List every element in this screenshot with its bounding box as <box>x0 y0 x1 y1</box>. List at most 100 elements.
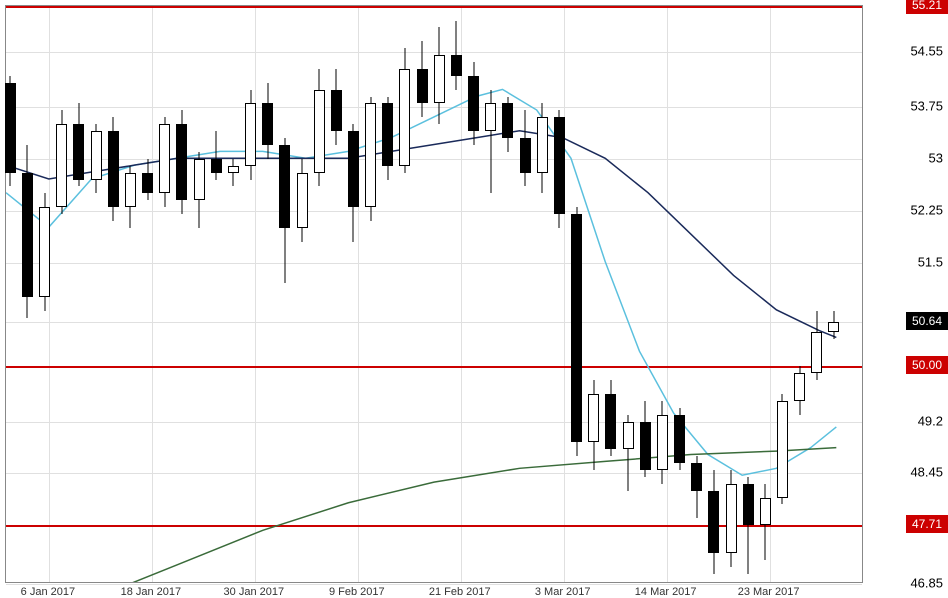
candle[interactable] <box>348 6 359 584</box>
candle-body <box>176 124 187 200</box>
y-tick-label: 53 <box>929 150 943 165</box>
candle[interactable] <box>176 6 187 584</box>
candle[interactable] <box>245 6 256 584</box>
candle[interactable] <box>297 6 308 584</box>
candle[interactable] <box>142 6 153 584</box>
candle[interactable] <box>434 6 445 584</box>
x-tick-label: 30 Jan 2017 <box>224 586 285 598</box>
candle[interactable] <box>56 6 67 584</box>
candle-body <box>331 90 342 131</box>
candle[interactable] <box>605 6 616 584</box>
candle[interactable] <box>623 6 634 584</box>
candle[interactable] <box>743 6 754 584</box>
candle[interactable] <box>91 6 102 584</box>
plot-area[interactable] <box>5 5 863 583</box>
candle[interactable] <box>657 6 668 584</box>
candle-body <box>262 103 273 144</box>
candle[interactable] <box>108 6 119 584</box>
candle[interactable] <box>279 6 290 584</box>
candle[interactable] <box>640 6 651 584</box>
candle-body <box>56 124 67 207</box>
x-axis: 6 Jan 201718 Jan 201730 Jan 20179 Feb 20… <box>5 578 863 593</box>
candle[interactable] <box>159 6 170 584</box>
x-tick-label: 3 Mar 2017 <box>535 586 591 598</box>
candle[interactable] <box>691 6 702 584</box>
candle[interactable] <box>485 6 496 584</box>
y-tick-label: 46.85 <box>910 576 943 591</box>
candle[interactable] <box>382 6 393 584</box>
candle-body <box>399 69 410 166</box>
candle[interactable] <box>125 6 136 584</box>
candle[interactable] <box>39 6 50 584</box>
price-level-label: 47.71 <box>906 515 948 533</box>
candle[interactable] <box>468 6 479 584</box>
candle[interactable] <box>520 6 531 584</box>
candle-body <box>520 138 531 173</box>
x-tick-label: 23 Mar 2017 <box>738 586 800 598</box>
candle-body <box>605 394 616 449</box>
candle[interactable] <box>417 6 428 584</box>
candle[interactable] <box>794 6 805 584</box>
candle[interactable] <box>571 6 582 584</box>
candle-body <box>502 103 513 138</box>
candle[interactable] <box>811 6 822 584</box>
candle[interactable] <box>399 6 410 584</box>
candle[interactable] <box>73 6 84 584</box>
candle[interactable] <box>726 6 737 584</box>
candle[interactable] <box>228 6 239 584</box>
candle[interactable] <box>554 6 565 584</box>
candle[interactable] <box>331 6 342 584</box>
candle-body <box>554 117 565 214</box>
candle-body <box>194 159 205 200</box>
candle[interactable] <box>262 6 273 584</box>
candle-body <box>382 103 393 165</box>
candle-body <box>39 207 50 297</box>
y-tick-label: 51.5 <box>918 254 943 269</box>
candle[interactable] <box>365 6 376 584</box>
candle[interactable] <box>211 6 222 584</box>
candle-body <box>811 332 822 373</box>
candle-body <box>91 131 102 179</box>
candle[interactable] <box>537 6 548 584</box>
candle-body <box>794 373 805 401</box>
candle[interactable] <box>451 6 462 584</box>
candle-body <box>468 76 479 131</box>
candle[interactable] <box>708 6 719 584</box>
candle[interactable] <box>22 6 33 584</box>
candle-body <box>657 415 668 470</box>
y-tick-label: 53.75 <box>910 98 943 113</box>
x-tick-label: 14 Mar 2017 <box>635 586 697 598</box>
candle-body <box>640 422 651 470</box>
candle[interactable] <box>194 6 205 584</box>
candle-body <box>828 322 839 332</box>
y-axis: 46.8547.7148.4549.25050.6451.552.255353.… <box>868 5 948 583</box>
candle[interactable] <box>760 6 771 584</box>
candle-body <box>417 69 428 104</box>
y-tick-label: 54.55 <box>910 43 943 58</box>
candle-body <box>743 484 754 525</box>
price-level-label: 50.00 <box>906 356 948 374</box>
candle[interactable] <box>502 6 513 584</box>
candle-body <box>674 415 685 463</box>
candle[interactable] <box>5 6 16 584</box>
candle[interactable] <box>674 6 685 584</box>
x-tick-label: 6 Jan 2017 <box>21 586 75 598</box>
current-price-label: 50.64 <box>906 312 948 330</box>
candle[interactable] <box>777 6 788 584</box>
candle-body <box>708 491 719 553</box>
candle-body <box>279 145 290 228</box>
candle[interactable] <box>828 6 839 584</box>
candle-body <box>348 131 359 207</box>
candle-body <box>691 463 702 491</box>
candle-body <box>623 422 634 450</box>
y-tick-label: 48.45 <box>910 465 943 480</box>
x-tick-label: 21 Feb 2017 <box>429 586 491 598</box>
candle-body <box>365 103 376 207</box>
candle[interactable] <box>588 6 599 584</box>
candle-body <box>314 90 325 173</box>
x-tick-label: 9 Feb 2017 <box>329 586 385 598</box>
candle-body <box>159 124 170 193</box>
candle-body <box>228 166 239 173</box>
candle[interactable] <box>314 6 325 584</box>
candle-body <box>22 173 33 297</box>
